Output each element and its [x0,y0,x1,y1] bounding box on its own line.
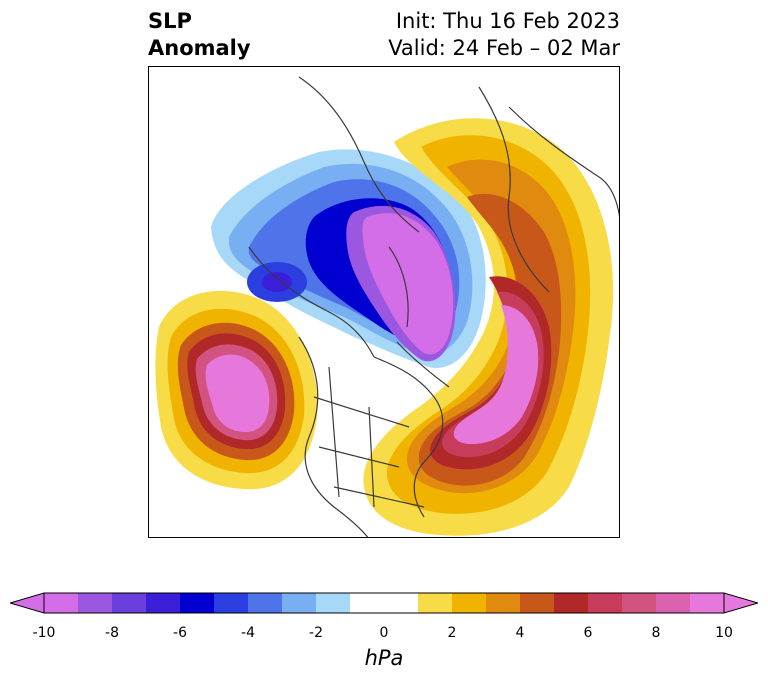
pacific-positive-anomaly [155,290,318,490]
colorbar-tick-label: 0 [379,625,389,641]
colorbar-cell [690,593,725,613]
colorbar-cell [350,593,385,613]
atlantic-positive-anomaly [363,118,614,536]
colorbar-cell [112,593,147,613]
init-date: Init: Thu 16 Feb 2023 [395,9,620,33]
colorbar-cell [452,593,487,613]
title-anomaly: Anomaly [148,36,251,60]
colorbar-cells [44,593,725,613]
colorbar-cell [180,593,215,613]
forecast-dates: Init: Thu 16 Feb 2023 Valid: 24 Feb – 02… [388,8,620,62]
colorbar-cell [384,593,419,613]
colorbar-label: hPa [364,646,404,670]
colorbar-cell [622,593,657,613]
colorbar-cell [78,593,113,613]
colorbar-outline [43,592,725,614]
colorbar-tick-label: -2 [309,625,323,641]
colorbar-tick-label: 8 [651,625,661,641]
colorbar-tick-label: -6 [173,625,187,641]
map-title: SLP Anomaly [148,8,251,62]
colorbar [10,592,758,614]
map-panel [148,66,620,538]
colorbar-cell [520,593,555,613]
colorbar-cell [44,593,79,613]
title-variable: SLP [148,9,192,33]
colorbar-cell [146,593,181,613]
colorbar-tick-label: 4 [515,625,525,641]
anomaly-map [155,76,619,537]
colorbar-tick-label: 6 [583,625,593,641]
colorbar-cell [282,593,317,613]
colorbar-tick-label: -4 [241,625,255,641]
negative-anomaly-region [211,149,486,368]
colorbar-tick-label: -8 [105,625,119,641]
colorbar-tick-label: 10 [715,625,733,641]
colorbar-tick-label: 2 [447,625,457,641]
coastlines [248,76,619,537]
colorbar-tick-label: -10 [32,625,56,641]
valid-range: Valid: 24 Feb – 02 Mar [388,36,620,60]
colorbar-extend-low [10,592,45,614]
colorbar-cell [588,593,623,613]
colorbar-cell [316,593,351,613]
colorbar-cell [214,593,249,613]
colorbar-cell [418,593,453,613]
colorbar-cell [656,593,691,613]
colorbar-cell [486,593,521,613]
colorbar-cell [248,593,283,613]
colorbar-extend-high [723,592,758,614]
colorbar-cell [554,593,589,613]
